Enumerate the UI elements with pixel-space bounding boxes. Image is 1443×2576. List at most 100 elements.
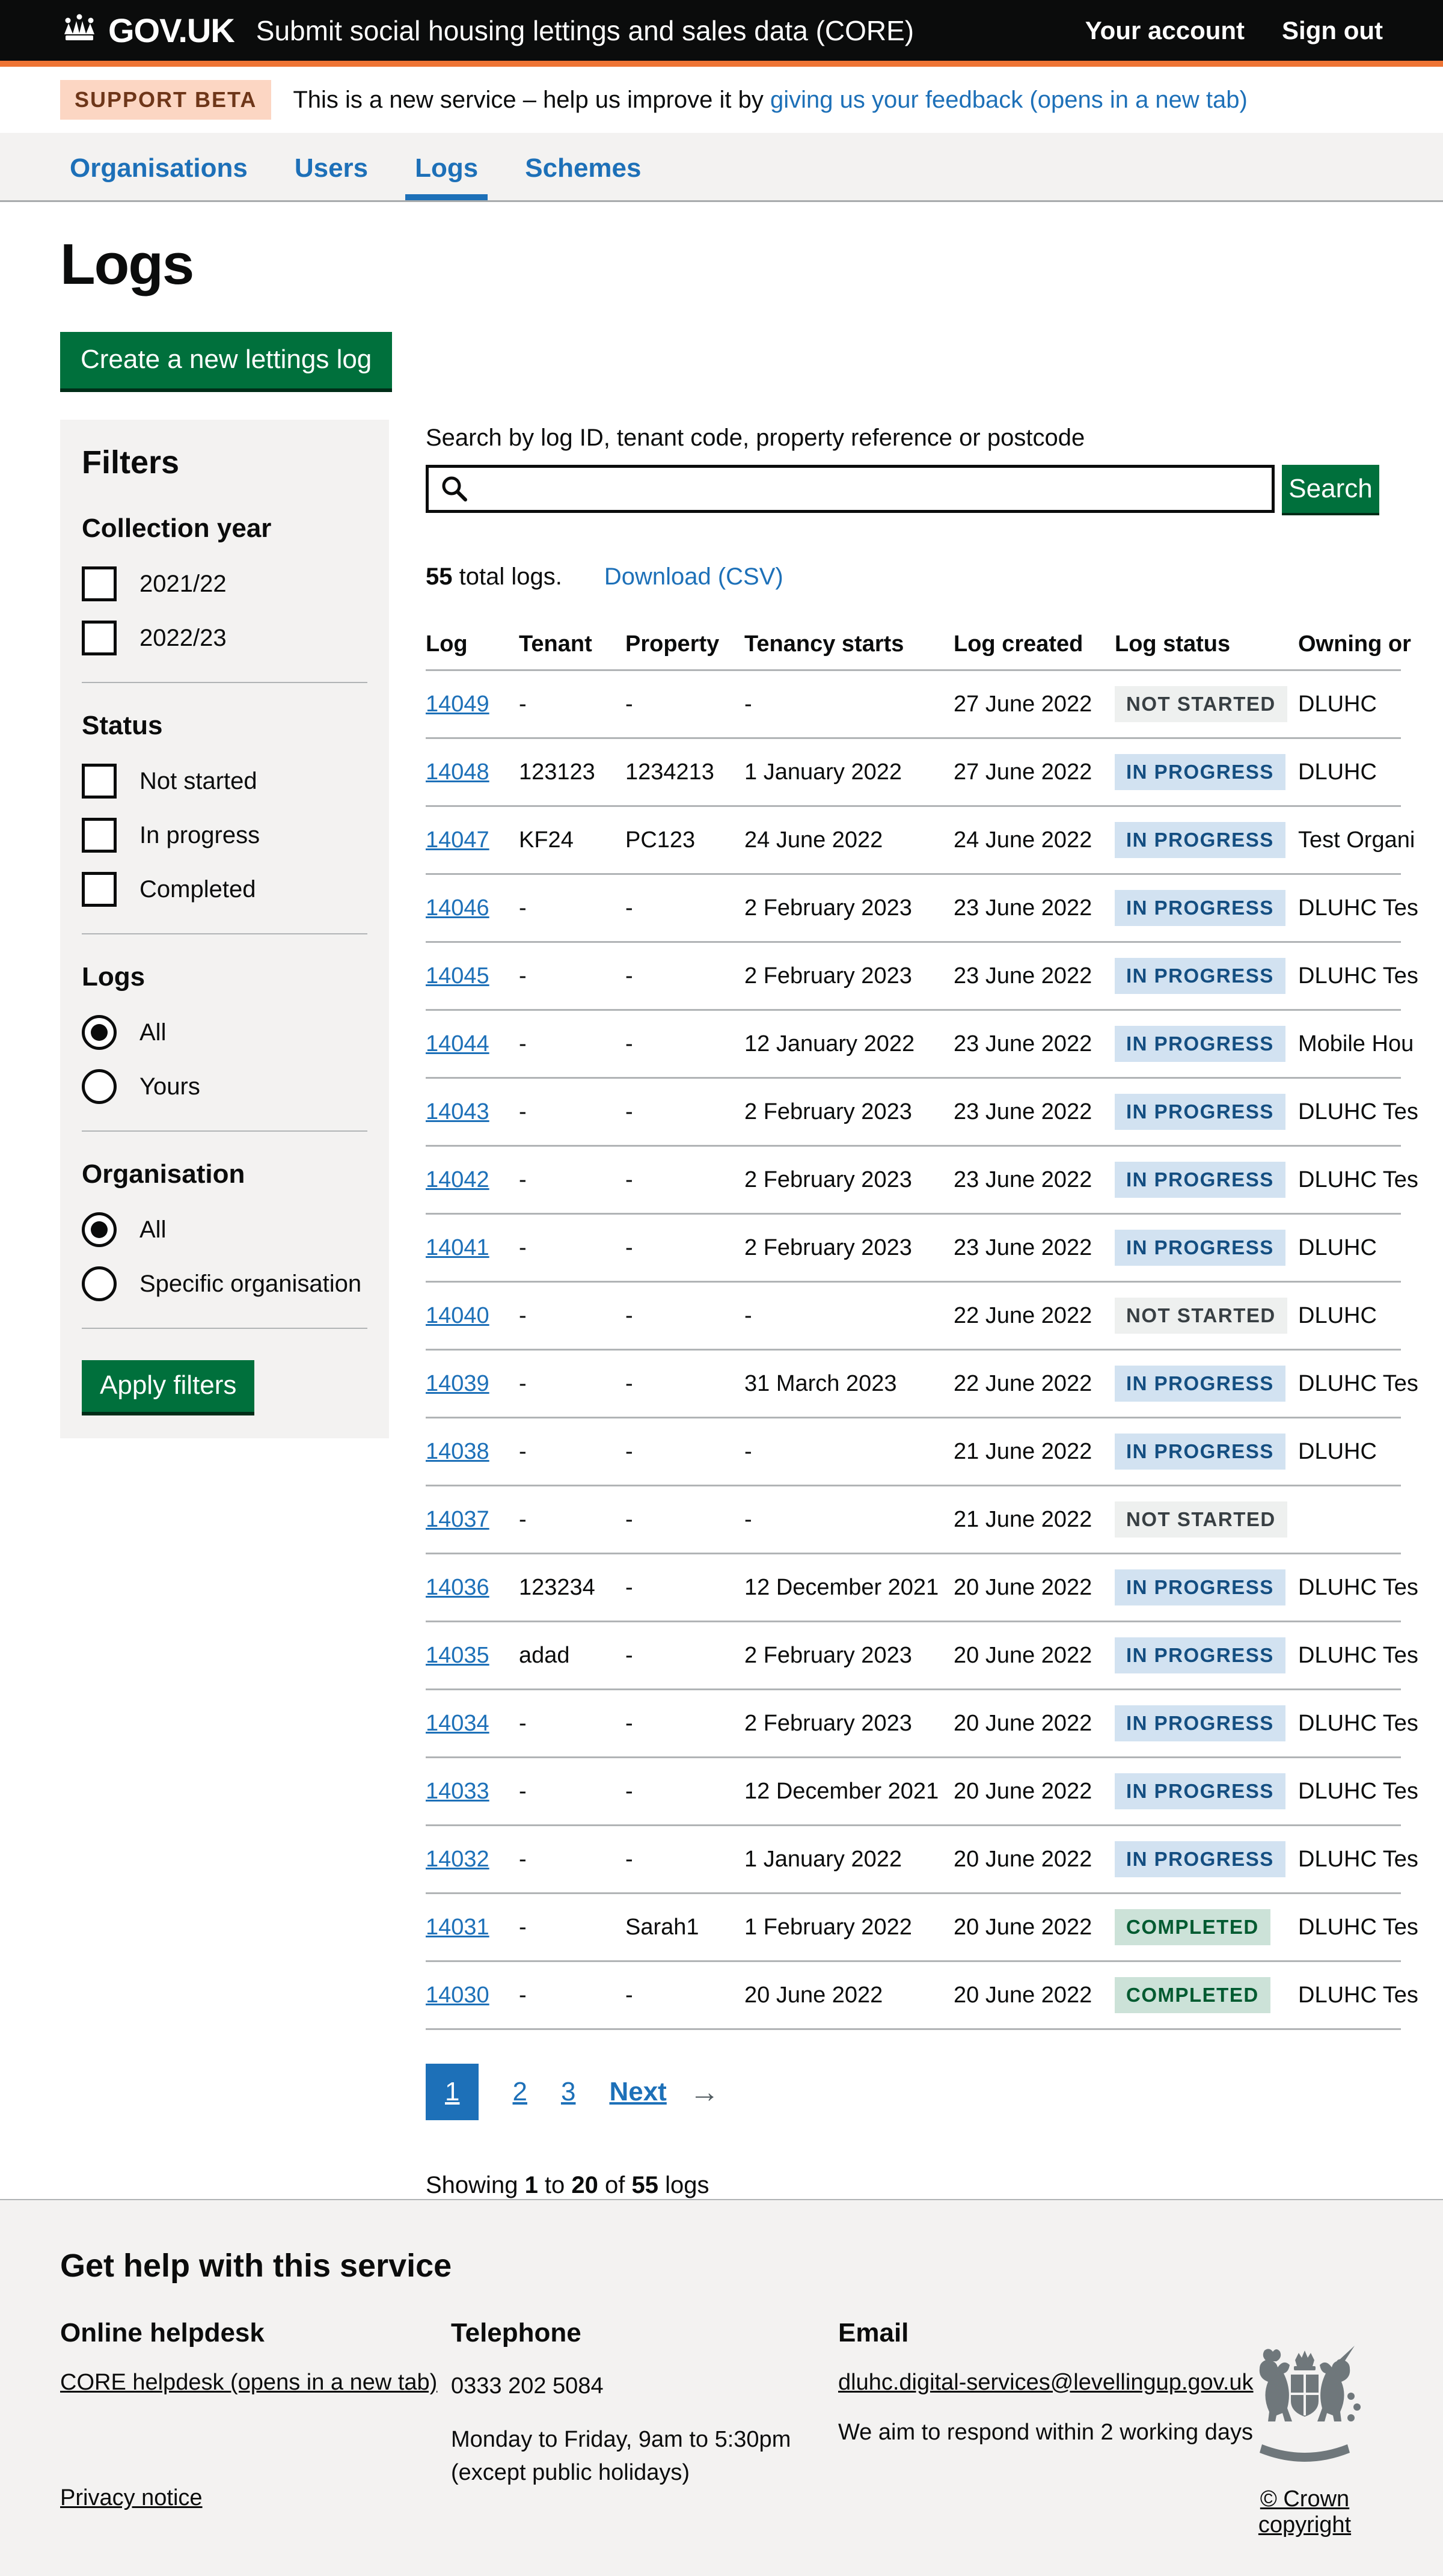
radio-yours[interactable] <box>82 1069 117 1104</box>
radio-option-yours[interactable]: Yours <box>82 1069 367 1104</box>
table-row: 14049- - -27 June 2022 NOT STARTED DLUHC <box>426 670 1401 739</box>
status-badge: NOT STARTED <box>1115 686 1287 722</box>
log-link-14041[interactable]: 14041 <box>426 1234 489 1260</box>
cell-owning-organisation: DLUHC Tes <box>1298 1893 1418 1962</box>
column-header-log-created: Log created <box>954 618 1115 671</box>
cell-tenancy-starts: - <box>744 670 954 739</box>
sign-out-link[interactable]: Sign out <box>1282 16 1383 44</box>
feedback-link[interactable]: giving us your feedback (opens in a new … <box>770 86 1248 113</box>
cell-tenant: - <box>519 1893 625 1962</box>
privacy-notice-link[interactable]: Privacy notice <box>60 2485 203 2510</box>
cell-log-status: IN PROGRESS <box>1115 942 1298 1011</box>
option-label: All <box>139 1216 167 1243</box>
search-input[interactable] <box>426 465 1275 513</box>
cell-tenancy-starts: 31 March 2023 <box>744 1349 954 1418</box>
log-link-14045[interactable]: 14045 <box>426 963 489 989</box>
cell-property: - <box>625 1757 744 1826</box>
cell-tenancy-starts: - <box>744 1417 954 1486</box>
pagination-next[interactable]: Next <box>609 2077 667 2106</box>
cell-property: - <box>625 670 744 739</box>
log-link-14044[interactable]: 14044 <box>426 1031 489 1056</box>
radio-option-specific-organisation[interactable]: Specific organisation <box>82 1266 367 1301</box>
cell-log-status: IN PROGRESS <box>1115 1145 1298 1215</box>
table-row: 14048 123123 1234213 1 January 2022 27 June … <box>426 738 1401 807</box>
table-row: 14036 123234-12 December 2021 20 June 2022… <box>426 1553 1418 1622</box>
checkbox-option-2022-23[interactable]: 2022/23 <box>82 621 367 655</box>
apply-filters-button[interactable]: Apply filters <box>82 1360 255 1412</box>
log-link-14048[interactable]: 14048 <box>426 759 489 785</box>
pagination-page-3[interactable]: 3 <box>560 2077 576 2106</box>
log-link-14037[interactable]: 14037 <box>426 1506 489 1532</box>
search-button[interactable]: Search <box>1282 465 1379 513</box>
radio-all-selected[interactable] <box>82 1015 117 1050</box>
log-link-14038[interactable]: 14038 <box>426 1438 489 1464</box>
nav-item-schemes[interactable]: Schemes <box>525 153 642 183</box>
cell-tenant: - <box>519 1961 625 2030</box>
option-label: 2022/23 <box>139 624 227 651</box>
radio-option-all[interactable]: All <box>82 1015 367 1050</box>
checkbox-option-not-started[interactable]: Not started <box>82 764 367 799</box>
log-link-14030[interactable]: 14030 <box>426 1982 489 2008</box>
cell-log: 14033 <box>426 1757 519 1826</box>
cell-log-status: IN PROGRESS <box>1115 806 1298 875</box>
checkbox-option-in-progress[interactable]: In progress <box>82 818 367 853</box>
log-link-14046[interactable]: 14046 <box>426 895 489 921</box>
nav-item-organisations[interactable]: Organisations <box>70 153 248 183</box>
govuk-logo[interactable]: GOV.UK <box>60 11 235 50</box>
your-account-link[interactable]: Your account <box>1085 16 1245 44</box>
table-row: 14045- -2 February 2023 23 June 2022 IN PRO… <box>426 942 1418 1011</box>
nav-item-users[interactable]: Users <box>294 153 369 183</box>
radio-specific-organisation[interactable] <box>82 1266 117 1301</box>
checkbox-option-2021-22[interactable]: 2021/22 <box>82 566 367 601</box>
option-label: Specific organisation <box>139 1270 362 1297</box>
radio-option-all[interactable]: All <box>82 1212 367 1247</box>
log-link-14039[interactable]: 14039 <box>426 1370 489 1396</box>
pagination: 1 2 3 Next → <box>426 2064 1443 2120</box>
cell-log-created: 20 June 2022 <box>954 1893 1115 1962</box>
cell-log-status: NOT STARTED <box>1115 1485 1298 1554</box>
cell-log-status: COMPLETED <box>1115 1893 1298 1962</box>
checkbox-completed[interactable] <box>82 872 117 907</box>
log-link-14033[interactable]: 14033 <box>426 1778 489 1804</box>
main-content: Logs Create a new lettings log Filters C… <box>0 202 1443 2199</box>
checkbox-2022-23[interactable] <box>82 621 117 655</box>
footer-link-online-helpdesk[interactable]: CORE helpdesk (opens in a new tab) <box>60 2370 438 2395</box>
checkbox-in-progress[interactable] <box>82 818 117 853</box>
checkbox-not-started[interactable] <box>82 764 117 799</box>
radio-dot <box>91 1221 108 1238</box>
crown-copyright-link[interactable]: © Crown copyright <box>1258 2486 1352 2538</box>
cell-tenant: 123123 <box>519 738 625 807</box>
pagination-page-1-current[interactable]: 1 <box>426 2064 479 2120</box>
log-link-14047[interactable]: 14047 <box>426 827 489 853</box>
logs-table: Log Tenant Property Tenancy starts Log creat… <box>426 618 1418 2030</box>
status-badge: IN PROGRESS <box>1115 1162 1285 1198</box>
log-link-14040[interactable]: 14040 <box>426 1302 489 1328</box>
cell-property: - <box>625 1621 744 1690</box>
log-link-14043[interactable]: 14043 <box>426 1099 489 1124</box>
service-name[interactable]: Submit social housing lettings and sales… <box>256 14 915 46</box>
checkbox-option-completed[interactable]: Completed <box>82 872 367 907</box>
log-link-14035[interactable]: 14035 <box>426 1642 489 1668</box>
radio-all-selected[interactable] <box>82 1212 117 1247</box>
log-link-14031[interactable]: 14031 <box>426 1914 489 1940</box>
download-csv-link[interactable]: Download (CSV) <box>604 563 783 590</box>
cell-tenancy-starts: 12 December 2021 <box>744 1757 954 1826</box>
footer-link-email[interactable]: dluhc.digital-services@levellingup.gov.u… <box>838 2370 1254 2395</box>
pagination-page-2[interactable]: 2 <box>512 2077 527 2106</box>
log-link-14034[interactable]: 14034 <box>426 1710 489 1736</box>
log-link-14049[interactable]: 14049 <box>426 691 489 717</box>
log-link-14036[interactable]: 14036 <box>426 1574 489 1600</box>
cell-property: - <box>625 1485 744 1554</box>
cell-owning-organisation: Mobile Hou <box>1298 1010 1414 1079</box>
checkbox-2021-22[interactable] <box>82 566 117 601</box>
log-link-14032[interactable]: 14032 <box>426 1846 489 1872</box>
filter-group-title: Collection year <box>82 514 272 543</box>
cell-property: - <box>625 942 744 1011</box>
log-link-14042[interactable]: 14042 <box>426 1167 489 1192</box>
cell-tenant: - <box>519 1281 625 1351</box>
cell-owning-organisation: Test Organi <box>1298 806 1415 875</box>
footer-text: 0333 202 5084 <box>451 2373 604 2399</box>
nav-item-logs[interactable]: Logs <box>405 133 488 200</box>
table-row: 14033- -12 December 2021 20 June 2022 IN PR… <box>426 1757 1418 1826</box>
create-lettings-log-button[interactable]: Create a new lettings log <box>60 332 393 388</box>
